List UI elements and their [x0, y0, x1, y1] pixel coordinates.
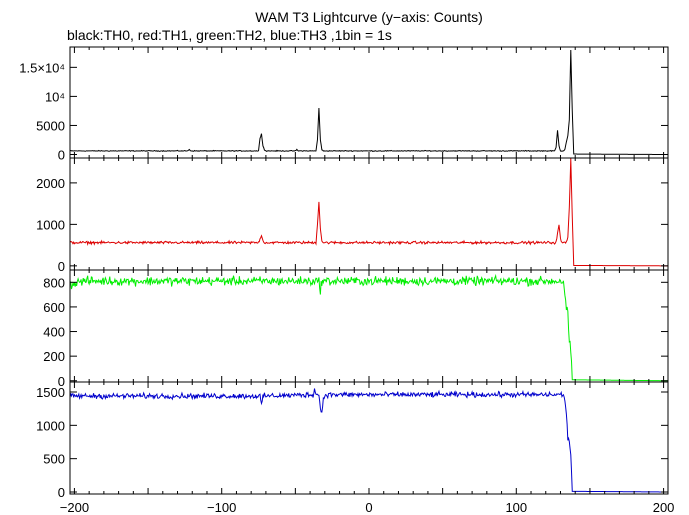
panel-frame	[69, 46, 669, 159]
series-line-th3	[70, 388, 668, 493]
panel-frame	[69, 269, 669, 383]
panel-th0: 0 5000 10⁴ 1.5×10⁴	[19, 46, 669, 163]
x-tick-label: −100	[207, 500, 236, 515]
y-tick-label: 500	[43, 452, 65, 467]
x-tick-label: 0	[365, 500, 372, 515]
y-tick-label: 1000	[36, 217, 65, 232]
y-tick-label: 0	[58, 374, 65, 389]
x-tick-label: 100	[505, 500, 527, 515]
y-tick-label: 800	[43, 275, 65, 290]
y-tick-label: 1500	[36, 385, 65, 400]
panel-th3: 0 500 1000 1500	[36, 381, 669, 500]
x-tick-label: 200	[653, 500, 675, 515]
chart-subtitle: black:TH0, red:TH1, green:TH2, blue:TH3 …	[67, 27, 392, 43]
y-tick-label: 1000	[36, 418, 65, 433]
y-tick-label: 1.5×10⁴	[19, 60, 65, 75]
panel-frame	[69, 157, 669, 271]
y-tick-label: 5000	[36, 118, 65, 133]
panel-th2: 0 200 400 600 800	[43, 269, 669, 389]
y-tick-label: 0	[58, 148, 65, 163]
y-tick-label: 2000	[36, 176, 65, 191]
x-axis-tick-labels: −200 −100 0 100 200	[60, 500, 675, 515]
y-tick-label: 10⁴	[45, 89, 65, 104]
y-tick-label: 400	[43, 325, 65, 340]
y-tick-label: 200	[43, 349, 65, 364]
series-line-th1	[70, 158, 668, 267]
y-tick-label: 0	[58, 259, 65, 274]
y-tick-label: 600	[43, 300, 65, 315]
panel-frame	[69, 381, 669, 495]
panels-layer: 0500010⁴1.5×10⁴0100020000200400600800050…	[19, 46, 669, 500]
x-tick-label: −200	[60, 500, 89, 515]
chart-title: WAM T3 Lightcurve (y−axis: Counts)	[255, 9, 483, 25]
y-tick-label: 0	[58, 485, 65, 500]
panel-th1: 0 1000 2000	[36, 157, 669, 274]
series-line-th2	[70, 273, 668, 382]
series-line-th0	[70, 49, 668, 156]
